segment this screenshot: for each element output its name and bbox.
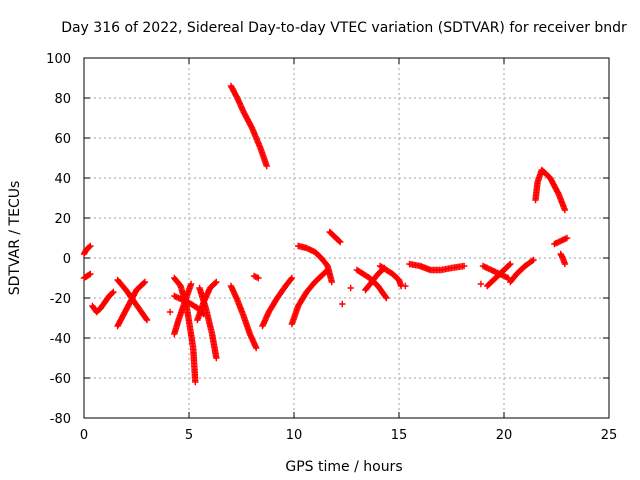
series-pt-15.3 bbox=[402, 282, 409, 290]
data-point bbox=[263, 162, 270, 170]
data-points bbox=[80, 82, 571, 386]
x-axis-label: GPS time / hours bbox=[285, 459, 402, 475]
series-arc-11a bbox=[326, 228, 344, 246]
data-point bbox=[530, 256, 537, 264]
y-tick-label: 40 bbox=[54, 172, 71, 187]
data-point bbox=[506, 261, 513, 269]
series-arc-14a bbox=[376, 262, 405, 290]
y-tick-label: -60 bbox=[50, 372, 71, 387]
data-point bbox=[213, 354, 220, 362]
data-point bbox=[328, 278, 335, 286]
data-point bbox=[87, 242, 94, 250]
x-tick-label: 10 bbox=[286, 428, 303, 443]
x-tick-label: 15 bbox=[391, 428, 408, 443]
series-arc-22b bbox=[557, 250, 569, 268]
data-point bbox=[477, 280, 485, 288]
data-point bbox=[86, 243, 93, 251]
y-tick-label: 80 bbox=[54, 92, 71, 107]
series-arc-10a bbox=[288, 266, 331, 328]
y-tick-label: -40 bbox=[50, 332, 71, 347]
data-point bbox=[529, 257, 536, 265]
data-point bbox=[140, 279, 148, 287]
data-point bbox=[288, 274, 296, 282]
y-tick-label: 20 bbox=[54, 212, 71, 227]
data-point bbox=[192, 378, 199, 386]
y-tick-label: -80 bbox=[50, 412, 71, 427]
y-tick-label: 0 bbox=[63, 252, 71, 267]
data-point bbox=[287, 275, 295, 283]
grid bbox=[84, 58, 609, 418]
y-tick-label: 100 bbox=[46, 52, 71, 67]
x-tick-label: 5 bbox=[185, 428, 193, 443]
y-tick-label: -20 bbox=[50, 292, 71, 307]
data-point bbox=[187, 280, 195, 288]
series-pt-12.7 bbox=[347, 284, 354, 292]
series-arc-1b bbox=[114, 276, 151, 324]
series-arc-7a bbox=[227, 82, 270, 170]
series-arc-1a bbox=[114, 278, 149, 330]
data-point bbox=[561, 260, 569, 268]
data-point bbox=[563, 234, 571, 242]
y-tick-label: 60 bbox=[54, 132, 71, 147]
series-arc-5b bbox=[196, 284, 220, 362]
chart-title: Day 316 of 2022, Sidereal Day-to-day VTE… bbox=[61, 20, 627, 36]
data-point bbox=[339, 300, 346, 308]
data-point bbox=[383, 294, 390, 302]
y-axis-label: SDTVAR / TECUs bbox=[7, 181, 23, 296]
data-point bbox=[213, 278, 220, 286]
series-arc-19b bbox=[484, 260, 514, 290]
series-pt-8.2 bbox=[250, 272, 262, 282]
data-point bbox=[143, 316, 151, 324]
series-arc-21a bbox=[532, 166, 569, 214]
series-arc-8a bbox=[259, 274, 296, 330]
series-arc-20a bbox=[507, 256, 537, 286]
x-tick-label: 20 bbox=[496, 428, 513, 443]
data-point bbox=[166, 308, 174, 316]
x-tick-label: 25 bbox=[601, 428, 618, 443]
data-point bbox=[212, 279, 219, 287]
data-point bbox=[255, 274, 262, 282]
series-arc-0b bbox=[80, 270, 94, 282]
data-point bbox=[142, 315, 150, 322]
axis-ticks: 0 5 10 15 20 25 -80 -60 -40 -20 0 20 40 60 80 100 bbox=[46, 52, 617, 443]
series-arc-22a bbox=[551, 234, 571, 248]
series-arc-10b bbox=[295, 242, 335, 286]
series-arc-15a bbox=[406, 260, 468, 274]
data-point bbox=[382, 293, 389, 300]
series-pt-12.3 bbox=[339, 300, 346, 308]
data-point bbox=[561, 206, 569, 214]
series-pt-4.1 bbox=[166, 308, 174, 316]
data-point bbox=[337, 238, 344, 246]
data-point bbox=[335, 237, 343, 245]
series-pt-18.9 bbox=[477, 280, 485, 288]
plot-frame bbox=[83, 57, 610, 419]
data-point bbox=[110, 288, 117, 296]
data-point bbox=[402, 282, 409, 290]
data-point bbox=[347, 284, 354, 292]
data-point bbox=[109, 289, 116, 297]
series-arc-0c bbox=[89, 288, 117, 316]
data-point bbox=[460, 262, 468, 270]
data-point bbox=[87, 270, 94, 278]
series-arc-7b bbox=[227, 282, 260, 352]
data-point bbox=[507, 260, 514, 268]
data-point bbox=[253, 344, 260, 352]
x-tick-label: 0 bbox=[80, 428, 88, 443]
series-arc-0a bbox=[80, 242, 94, 258]
data-point bbox=[141, 278, 149, 286]
